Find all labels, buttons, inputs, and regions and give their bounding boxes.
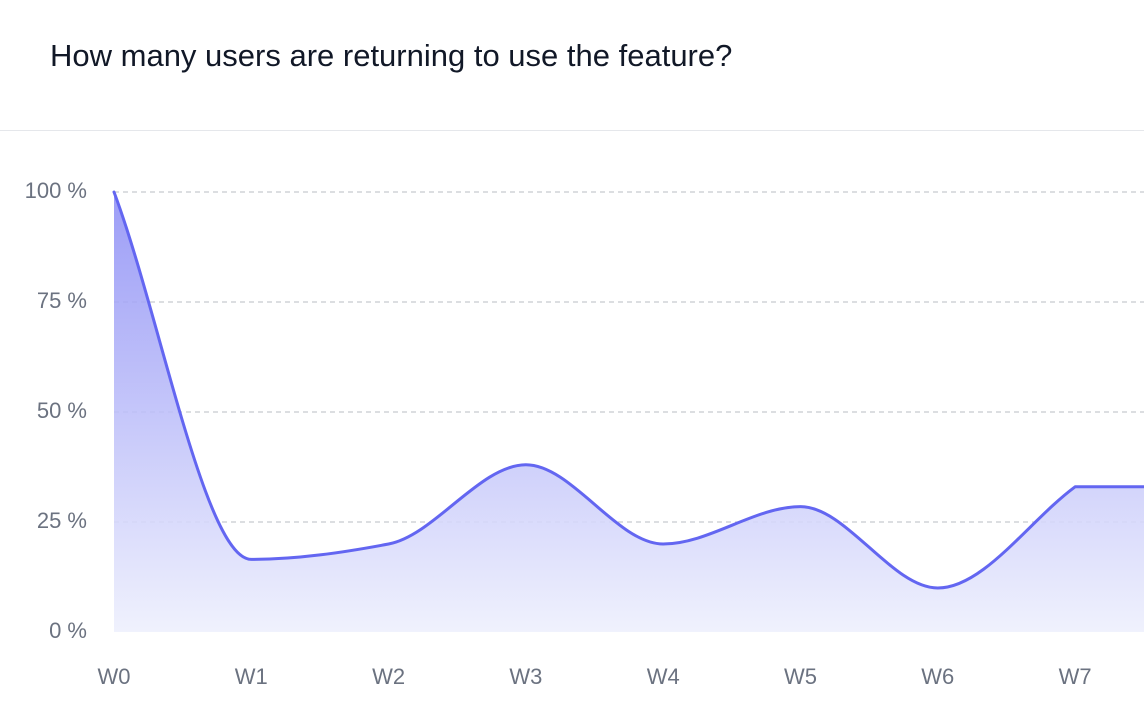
x-tick-label: W7 [1059,664,1092,689]
data-point[interactable] [797,503,805,511]
data-point[interactable] [247,555,255,563]
chart-header: How many users are returning to use the … [0,0,1144,131]
x-tick-label: W0 [98,664,131,689]
y-tick-label: 100 % [25,178,87,203]
data-point[interactable] [385,540,393,548]
y-tick-label: 0 % [49,618,87,643]
y-tick-label: 50 % [37,398,87,423]
x-tick-label: W4 [647,664,680,689]
data-point[interactable] [659,540,667,548]
x-tick-label: W3 [509,664,542,689]
y-tick-label: 75 % [37,288,87,313]
y-tick-label: 25 % [37,508,87,533]
area-series [110,188,1144,632]
data-point[interactable] [934,584,942,592]
data-point[interactable] [522,461,530,469]
grid-lines [114,191,1144,523]
x-tick-label: W5 [784,664,817,689]
chart-title: How many users are returning to use the … [50,38,733,73]
x-axis-tick-labels: W0 W1 W2 W3 W4 W5 W6 W7 [98,664,1092,689]
x-tick-label: W2 [372,664,405,689]
x-tick-label: W6 [921,664,954,689]
series-line [112,190,1144,590]
data-point[interactable] [110,188,118,196]
data-point[interactable] [1071,483,1079,491]
y-axis-tick-labels: 0 % 25 % 50 % 75 % 100 % [25,178,87,643]
series-area-fill [114,192,1144,632]
x-tick-label: W1 [235,664,268,689]
